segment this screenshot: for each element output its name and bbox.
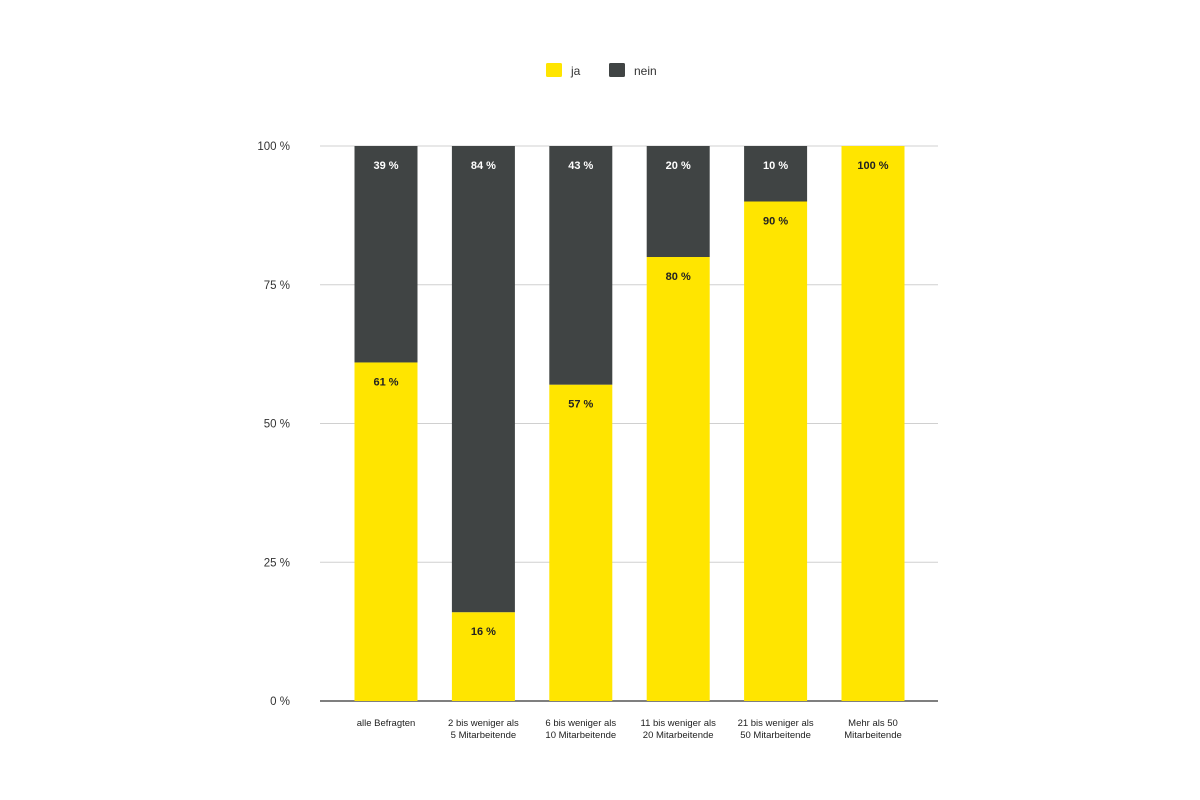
data-label-nein: 39 % xyxy=(373,160,398,172)
y-axis: 0 % 25 % 50 % 75 % 100 % xyxy=(257,141,290,708)
data-label-ja: 16 % xyxy=(471,626,496,638)
x-category-label: 6 bis weniger als 10 Mitarbeitende xyxy=(545,718,616,741)
gridlines xyxy=(320,145,938,702)
data-label-ja: 61 % xyxy=(373,376,398,388)
y-tick-label: 25 % xyxy=(264,557,290,569)
y-tick-label: 50 % xyxy=(264,419,290,431)
x-axis: alle Befragten 2 bis weniger als 5 Mitarbe… xyxy=(357,718,902,741)
data-label-nein: 20 % xyxy=(666,160,691,172)
x-category-label: alle Befragten xyxy=(357,718,416,729)
bars: 61 % 39 % 16 % 84 % 57 % 43 % 80 % 20 % 90 % 10 %… xyxy=(354,146,905,701)
bar-segment-ja xyxy=(646,257,710,701)
bar-segment-nein xyxy=(646,146,710,257)
x-category-label: Mehr als 50 Mitarbeitende xyxy=(844,718,902,741)
bar-segment-nein xyxy=(549,146,613,385)
data-label-nein: 84 % xyxy=(471,160,496,172)
bar-segment-nein xyxy=(451,146,515,613)
y-tick-label: 75 % xyxy=(264,280,290,292)
data-label-ja: 57 % xyxy=(568,399,593,411)
data-label-ja: 80 % xyxy=(666,271,691,283)
legend-label-ja: ja xyxy=(570,64,581,78)
bar-segment-ja xyxy=(549,384,613,701)
legend: ja nein xyxy=(546,63,657,78)
bar-segment-ja xyxy=(451,612,515,701)
legend-swatch-ja xyxy=(546,63,562,77)
legend-swatch-nein xyxy=(609,63,625,77)
bar-segment-nein xyxy=(354,146,418,363)
x-category-label: 2 bis weniger als 5 Mitarbeitende xyxy=(448,718,519,741)
bar-segment-ja xyxy=(744,201,808,701)
y-tick-label: 0 % xyxy=(270,696,290,708)
data-label-ja: 90 % xyxy=(763,216,788,228)
bar-segment-ja xyxy=(841,146,905,701)
data-label-nein: 10 % xyxy=(763,160,788,172)
legend-label-nein: nein xyxy=(634,64,657,78)
x-category-label: 11 bis weniger als 20 Mitarbeitende xyxy=(641,718,717,741)
data-label-ja: 100 % xyxy=(857,160,888,172)
x-category-label: 21 bis weniger als 50 Mitarbeitende xyxy=(738,718,814,741)
data-label-nein: 43 % xyxy=(568,160,593,172)
y-tick-label: 100 % xyxy=(257,141,290,153)
bar-segment-ja xyxy=(354,362,418,701)
bar-segment-nein xyxy=(744,146,808,202)
